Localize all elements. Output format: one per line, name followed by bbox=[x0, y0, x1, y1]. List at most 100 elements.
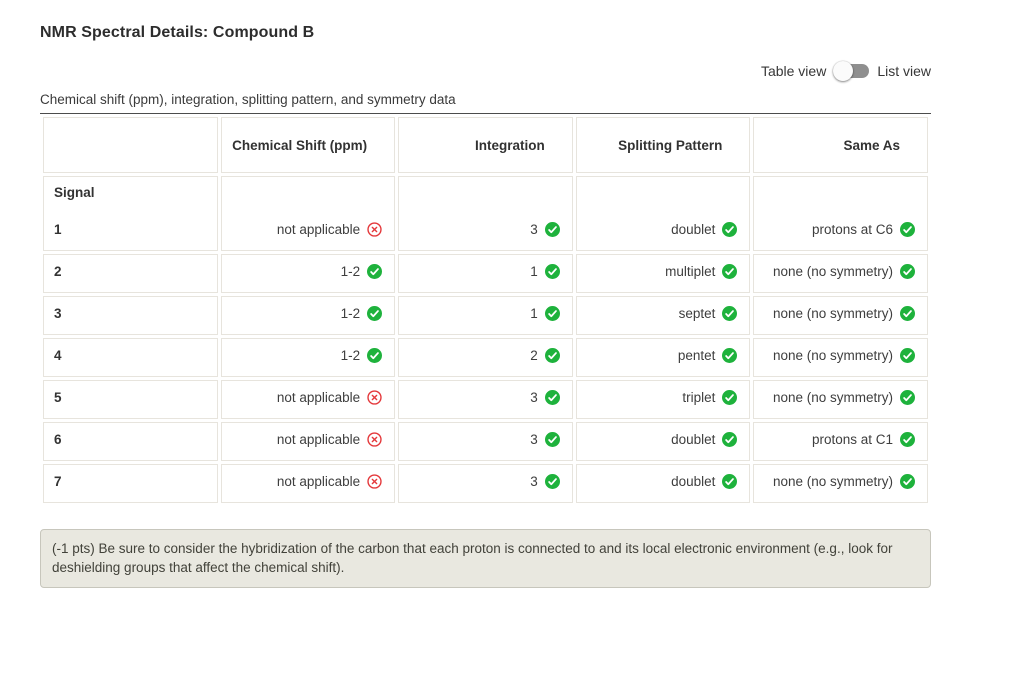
splitting-pattern-cell: multiplet bbox=[575, 254, 751, 293]
check-icon bbox=[544, 348, 560, 363]
check-icon bbox=[722, 474, 738, 489]
chemical-shift-value: 1-2 bbox=[340, 348, 361, 363]
same-as-cell: protons at C1 bbox=[753, 422, 928, 461]
spectral-table: Chemical Shift (ppm) Integration Splitti… bbox=[40, 114, 931, 506]
check-icon bbox=[367, 264, 383, 279]
splitting-pattern-value: doublet bbox=[671, 432, 716, 447]
check-icon bbox=[900, 306, 915, 321]
page-container: NMR Spectral Details: Compound B Table v… bbox=[40, 0, 931, 588]
check-icon bbox=[367, 306, 383, 321]
signal-number: 1 bbox=[54, 222, 62, 237]
check-icon bbox=[900, 264, 915, 279]
check-icon bbox=[367, 348, 383, 363]
same-as-column-header: Same As bbox=[753, 117, 928, 173]
splitting-pattern-value: doublet bbox=[671, 474, 716, 489]
integration-value: 1 bbox=[530, 264, 538, 279]
integration-cell: 1 bbox=[398, 296, 573, 335]
table-row: 4 1-2 2 pentet none (no symmetry) bbox=[43, 338, 928, 377]
chemical-shift-value: 1-2 bbox=[340, 306, 361, 321]
same-as-cell: none (no symmetry) bbox=[753, 296, 928, 335]
check-icon bbox=[722, 432, 738, 447]
chemical-shift-column-header: Chemical Shift (ppm) bbox=[220, 117, 396, 173]
signal-number: 7 bbox=[54, 474, 62, 489]
signal-number: 2 bbox=[54, 264, 62, 279]
chemical-shift-cell: 1-2 bbox=[220, 254, 396, 293]
chemical-shift-cell: not applicable bbox=[220, 464, 396, 503]
integration-value: 2 bbox=[530, 348, 538, 363]
splitting-pattern-cell: doublet bbox=[575, 422, 751, 461]
view-toggle-switch[interactable] bbox=[833, 61, 870, 81]
check-icon bbox=[722, 348, 738, 363]
check-icon bbox=[722, 390, 738, 405]
splitting-pattern-cell: doublet bbox=[575, 176, 751, 251]
list-view-label: List view bbox=[877, 63, 931, 79]
table-row: 3 1-2 1 septet none (no symmetry) bbox=[43, 296, 928, 335]
feedback-note: (-1 pts) Be sure to consider the hybridi… bbox=[40, 529, 931, 588]
signal-cell: 3 bbox=[43, 296, 218, 335]
chemical-shift-cell: 1-2 bbox=[220, 338, 396, 377]
integration-cell: 3 bbox=[398, 422, 573, 461]
same-as-cell: none (no symmetry) bbox=[753, 380, 928, 419]
toggle-knob-icon bbox=[833, 61, 854, 81]
same-as-cell: none (no symmetry) bbox=[753, 464, 928, 503]
same-as-cell: none (no symmetry) bbox=[753, 254, 928, 293]
table-row: Signal 1 not applicable 3 doublet proton… bbox=[43, 176, 928, 251]
signal-column-header bbox=[43, 117, 218, 173]
table-row: 5 not applicable 3 triplet none (no symm… bbox=[43, 380, 928, 419]
integration-value: 1 bbox=[530, 306, 538, 321]
signal-cell: 4 bbox=[43, 338, 218, 377]
signal-cell: 6 bbox=[43, 422, 218, 461]
integration-value: 3 bbox=[530, 474, 538, 489]
same-as-cell: protons at C6 bbox=[753, 176, 928, 251]
splitting-pattern-value: multiplet bbox=[665, 264, 716, 279]
check-icon bbox=[900, 348, 915, 363]
check-icon bbox=[722, 222, 738, 237]
x-icon bbox=[367, 390, 382, 405]
signal-number: 4 bbox=[54, 348, 62, 363]
x-icon bbox=[367, 222, 382, 237]
chemical-shift-cell: not applicable bbox=[220, 176, 396, 251]
splitting-pattern-cell: pentet bbox=[575, 338, 751, 377]
table-caption: Chemical shift (ppm), integration, split… bbox=[40, 92, 456, 107]
signal-cell: 5 bbox=[43, 380, 218, 419]
same-as-value: none (no symmetry) bbox=[772, 348, 893, 363]
same-as-value: none (no symmetry) bbox=[772, 264, 893, 279]
check-icon bbox=[544, 474, 560, 489]
check-icon bbox=[544, 306, 560, 321]
check-icon bbox=[900, 432, 915, 447]
signal-cell: 7 bbox=[43, 464, 218, 503]
view-toggle-row: Table view List view bbox=[40, 61, 931, 81]
integration-value: 3 bbox=[530, 390, 538, 405]
table-view-label: Table view bbox=[760, 63, 827, 79]
splitting-pattern-cell: triplet bbox=[575, 380, 751, 419]
table-row: 2 1-2 1 multiplet none (no symmetry) bbox=[43, 254, 928, 293]
table-wrapper: Chemical Shift (ppm) Integration Splitti… bbox=[40, 113, 931, 506]
chemical-shift-value: not applicable bbox=[276, 474, 361, 489]
chemical-shift-value: not applicable bbox=[276, 390, 361, 405]
signal-cell: Signal 1 bbox=[43, 176, 218, 251]
chemical-shift-value: not applicable bbox=[276, 222, 361, 237]
same-as-value: none (no symmetry) bbox=[772, 474, 893, 489]
same-as-value: none (no symmetry) bbox=[772, 390, 893, 405]
check-icon bbox=[544, 432, 560, 447]
table-row: 6 not applicable 3 doublet protons at C1 bbox=[43, 422, 928, 461]
splitting-pattern-value: pentet bbox=[677, 348, 716, 363]
check-icon bbox=[544, 264, 560, 279]
signal-group-label: Signal bbox=[54, 185, 95, 200]
check-icon bbox=[900, 222, 915, 237]
integration-cell: 3 bbox=[398, 464, 573, 503]
splitting-pattern-cell: septet bbox=[575, 296, 751, 335]
chemical-shift-cell: not applicable bbox=[220, 422, 396, 461]
splitting-pattern-value: triplet bbox=[682, 390, 716, 405]
integration-cell: 1 bbox=[398, 254, 573, 293]
chemical-shift-cell: not applicable bbox=[220, 380, 396, 419]
splitting-pattern-column-header: Splitting Pattern bbox=[575, 117, 751, 173]
integration-value: 3 bbox=[530, 222, 538, 237]
same-as-value: protons at C6 bbox=[811, 222, 893, 237]
x-icon bbox=[367, 474, 382, 489]
check-icon bbox=[722, 306, 738, 321]
integration-cell: 3 bbox=[398, 380, 573, 419]
header-row: Chemical Shift (ppm) Integration Splitti… bbox=[43, 117, 928, 173]
chemical-shift-value: 1-2 bbox=[340, 264, 361, 279]
page-title: NMR Spectral Details: Compound B bbox=[40, 24, 315, 41]
